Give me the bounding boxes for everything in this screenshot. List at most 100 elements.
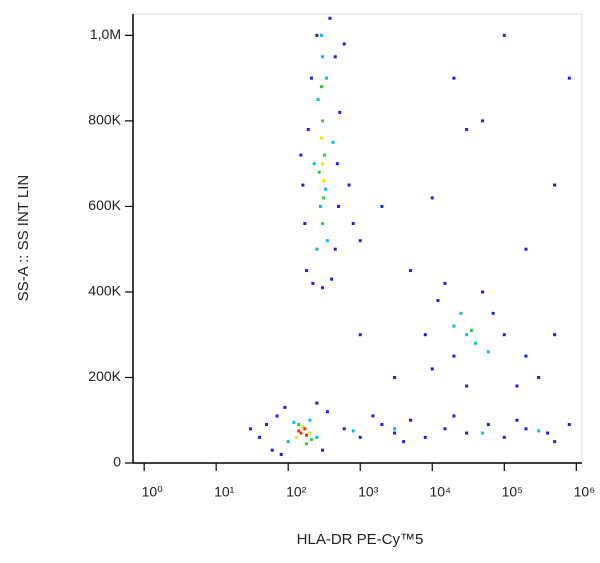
event-dot	[258, 435, 262, 439]
event-dot	[309, 76, 313, 80]
event-dot	[537, 429, 541, 433]
x-tick-label: 10⁴	[429, 484, 451, 500]
event-dot	[567, 76, 571, 80]
event-dot	[283, 405, 287, 409]
event-dot	[323, 153, 327, 157]
event-dot	[443, 427, 447, 431]
event-dot	[402, 440, 406, 444]
event-dot	[423, 435, 427, 439]
event-dot	[465, 384, 469, 388]
event-dot	[465, 127, 469, 131]
event-dot	[502, 435, 506, 439]
event-dot	[292, 420, 296, 424]
event-dot	[358, 239, 362, 243]
event-dot	[325, 239, 329, 243]
event-dot	[553, 333, 557, 337]
event-dot	[481, 290, 485, 294]
event-dot	[305, 269, 309, 273]
event-dot	[465, 431, 469, 435]
event-dot	[297, 429, 301, 433]
event-dot	[452, 354, 456, 358]
event-dot	[469, 328, 473, 332]
event-dot	[430, 196, 434, 200]
event-dot	[351, 222, 355, 226]
x-tick-label: 10²	[286, 484, 307, 500]
event-dot	[270, 448, 274, 452]
event-dot	[320, 85, 324, 89]
event-dot	[502, 333, 506, 337]
event-dot	[524, 247, 528, 251]
event-dot	[393, 431, 397, 435]
event-dot	[299, 153, 303, 157]
event-dot	[502, 33, 506, 37]
event-dot	[371, 414, 375, 418]
event-dot	[333, 55, 337, 59]
y-tick-label: 400K	[88, 283, 121, 299]
event-dot	[321, 55, 325, 59]
event-dot	[306, 127, 310, 131]
event-dot	[315, 33, 319, 37]
y-tick-label: 600K	[88, 197, 121, 213]
event-dot	[333, 247, 337, 251]
event-dot	[537, 375, 541, 379]
y-tick-label: 1,0M	[90, 26, 121, 42]
event-dot	[320, 33, 324, 37]
y-tick-label: 800K	[88, 112, 121, 128]
event-dot	[452, 324, 456, 328]
event-dot	[459, 311, 463, 315]
event-dot	[305, 433, 309, 437]
event-dot	[342, 42, 346, 46]
event-dot	[322, 179, 326, 183]
event-dot	[321, 119, 325, 123]
event-dot	[265, 423, 269, 427]
event-dot	[524, 354, 528, 358]
event-dot	[328, 16, 332, 20]
event-dot	[308, 418, 312, 422]
event-dot	[321, 222, 325, 226]
x-tick-label: 10⁵	[502, 484, 523, 500]
event-dot	[546, 431, 550, 435]
event-dot	[553, 440, 557, 444]
event-dot	[393, 375, 397, 379]
event-dot	[553, 183, 557, 187]
event-dot	[515, 418, 519, 422]
event-dot	[294, 435, 298, 439]
event-dot	[335, 162, 339, 166]
event-dot	[320, 136, 324, 140]
event-dot	[491, 311, 495, 315]
event-dot	[301, 425, 305, 429]
event-dot	[315, 435, 319, 439]
y-axis-label: SS-A :: SS INT LIN	[15, 175, 32, 301]
event-dot	[317, 170, 321, 174]
x-tick-label: 10⁰	[142, 484, 164, 500]
event-dot	[481, 431, 485, 435]
event-dot	[301, 183, 305, 187]
event-dot	[249, 427, 253, 431]
event-dot	[299, 431, 303, 435]
event-dot	[524, 427, 528, 431]
event-dot	[297, 423, 301, 427]
event-dot	[318, 204, 322, 208]
event-dot	[315, 401, 319, 405]
event-dot	[321, 286, 325, 290]
x-axis-label: HLA-DR PE-Cy™5	[297, 531, 424, 548]
event-dot	[305, 442, 309, 446]
event-dot	[338, 110, 342, 114]
x-tick-label: 10⁶	[574, 484, 595, 500]
event-dot	[481, 119, 485, 123]
event-dot	[324, 76, 328, 80]
y-tick-label: 200K	[88, 368, 121, 384]
event-dot	[380, 423, 384, 427]
event-dot	[275, 414, 279, 418]
event-dot	[486, 423, 490, 427]
event-dot	[279, 452, 283, 456]
event-dot	[423, 333, 427, 337]
event-dot	[316, 98, 320, 102]
event-dot	[331, 140, 335, 144]
event-dot	[474, 341, 478, 345]
event-dot	[567, 423, 571, 427]
event-dot	[351, 429, 355, 433]
event-dot	[286, 440, 290, 444]
event-dot	[358, 435, 362, 439]
event-dot	[321, 448, 325, 452]
